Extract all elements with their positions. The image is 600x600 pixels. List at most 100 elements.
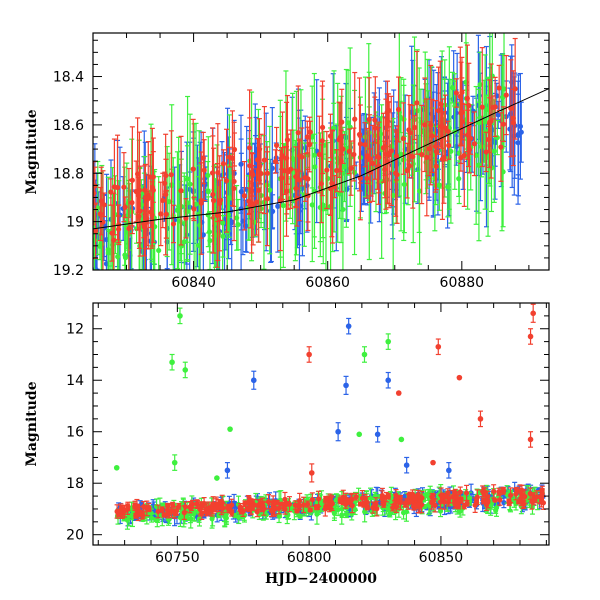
top-series-2-point bbox=[364, 175, 370, 182]
top-series-1-point bbox=[445, 184, 451, 190]
top-series-2-point bbox=[324, 167, 330, 173]
top-series-1-point bbox=[317, 204, 323, 211]
top-x-tick-label: 60880 bbox=[440, 275, 485, 291]
top-series-2-point bbox=[150, 187, 156, 193]
top-x-tick-label: 60840 bbox=[171, 275, 216, 291]
top-series-1-point bbox=[309, 202, 315, 208]
top-series-1-point bbox=[267, 187, 273, 193]
top-series-2-point bbox=[465, 133, 472, 139]
top-series-2-point bbox=[98, 198, 104, 204]
top-series-2-point bbox=[101, 202, 107, 208]
top-series-2-point bbox=[395, 106, 402, 113]
top-series-0-point bbox=[451, 96, 457, 102]
top-series-2-point bbox=[135, 192, 141, 198]
bottom-series-2-point bbox=[370, 505, 376, 511]
top-series-2-point bbox=[93, 190, 97, 196]
top-series-2-point bbox=[414, 100, 420, 106]
top-series-2-point bbox=[121, 184, 127, 190]
top-series-2-point bbox=[406, 163, 413, 169]
top-series-2-point bbox=[498, 144, 504, 150]
top-series-2-point bbox=[201, 167, 207, 173]
top-series-2-point bbox=[264, 170, 270, 176]
top-series-2-point bbox=[508, 105, 514, 111]
top-series-2-point bbox=[356, 131, 363, 138]
top-series-2-point bbox=[220, 161, 227, 167]
top-series-2-point bbox=[305, 176, 311, 182]
top-panel-frame bbox=[92, 32, 550, 271]
top-series-2-point bbox=[435, 108, 442, 114]
top-series-1-point bbox=[234, 215, 240, 221]
top-series-0-point bbox=[200, 232, 206, 238]
top-series-2-point bbox=[510, 120, 517, 126]
bottom-series-1-point bbox=[466, 495, 473, 501]
top-series-2-point bbox=[284, 137, 291, 143]
top-series-2-point bbox=[283, 188, 290, 194]
top-series-2-point bbox=[348, 165, 354, 171]
top-series-1-point bbox=[311, 152, 317, 158]
top-y-tick-label: 18.8 bbox=[53, 166, 84, 182]
top-series-2-point bbox=[500, 121, 507, 127]
top-series-2-point bbox=[97, 211, 103, 217]
top-series-2-point bbox=[496, 85, 502, 91]
top-series-0-point bbox=[518, 129, 524, 135]
top-series-2-point bbox=[246, 145, 253, 151]
top-series-1-point bbox=[436, 182, 442, 188]
top-series-2-point bbox=[471, 141, 478, 147]
top-x-tick-label: 60860 bbox=[305, 275, 350, 291]
top-series-1-point bbox=[220, 233, 226, 239]
top-series-0-point bbox=[515, 140, 521, 146]
bottom-series-2-point bbox=[326, 505, 332, 511]
top-series-2-point bbox=[307, 129, 313, 135]
bottom-series-1-point bbox=[339, 512, 345, 518]
top-series-2-point bbox=[295, 130, 301, 136]
top-series-1-point bbox=[205, 189, 211, 195]
top-series-1-point bbox=[416, 188, 423, 194]
bottom-series-1-point bbox=[333, 497, 339, 503]
top-series-2-point bbox=[334, 167, 340, 174]
top-series-2-point bbox=[223, 178, 230, 184]
top-series-2-point bbox=[453, 90, 460, 96]
top-series-1-point bbox=[491, 148, 497, 154]
top-series-2-point bbox=[215, 169, 221, 176]
top-series-2-point bbox=[357, 175, 363, 181]
top-series-2-point bbox=[111, 237, 117, 243]
top-y-tick-label: 18.4 bbox=[53, 70, 84, 86]
top-y-axis-label: Magnitude bbox=[24, 109, 40, 194]
bottom-series-1-point bbox=[209, 516, 215, 522]
top-series-2-point bbox=[273, 142, 280, 148]
top-series-1-point bbox=[448, 148, 454, 154]
top-series-0-point bbox=[275, 203, 281, 209]
bottom-series-1-point bbox=[154, 517, 160, 523]
top-series-2-point bbox=[483, 149, 489, 155]
top-series-2-point bbox=[419, 151, 425, 158]
bottom-series-1-point bbox=[343, 511, 350, 518]
bottom-series-2-point bbox=[309, 496, 315, 503]
top-panel-data bbox=[93, 33, 549, 270]
top-series-2-point bbox=[272, 158, 279, 165]
top-series-2-point bbox=[372, 117, 378, 123]
top-series-2-point bbox=[318, 181, 324, 187]
top-series-2-point bbox=[231, 185, 237, 192]
bottom-series-2-point bbox=[353, 494, 359, 500]
top-series-2-point bbox=[209, 170, 216, 176]
bottom-series-2-point bbox=[491, 488, 497, 494]
top-series-1-point bbox=[205, 172, 211, 179]
top-series-2-point bbox=[160, 197, 166, 204]
top-series-2-point bbox=[442, 125, 449, 131]
top-series-2-point bbox=[158, 211, 164, 217]
top-series-2-point bbox=[293, 174, 299, 180]
top-series-2-point bbox=[129, 177, 135, 183]
bottom-series-1-point bbox=[493, 505, 500, 511]
top-series-2-point bbox=[122, 204, 128, 210]
top-series-2-point bbox=[374, 154, 381, 160]
top-panel: 60840 60860 60880 18.4 18.6 18.8 19 19.2 Magnit… bbox=[24, 32, 550, 291]
top-series-2-point bbox=[400, 135, 406, 142]
top-series-2-point bbox=[490, 104, 496, 111]
top-series-2-point bbox=[170, 221, 177, 227]
top-series-2-point bbox=[304, 134, 310, 140]
top-y-tick-label: 18.6 bbox=[53, 118, 84, 134]
top-series-2-point bbox=[254, 199, 260, 205]
top-series-2-point bbox=[362, 142, 368, 148]
top-series-2-point bbox=[227, 154, 233, 160]
